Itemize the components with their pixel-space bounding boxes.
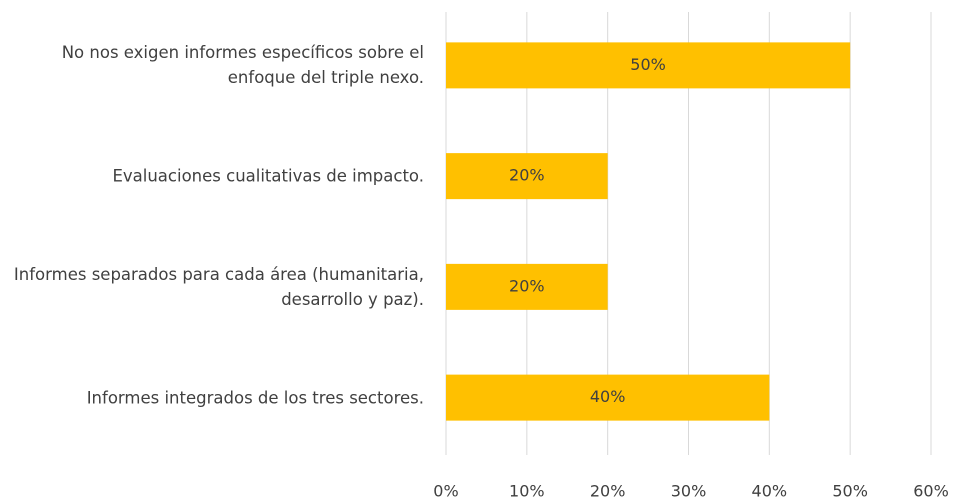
bar: [446, 263, 608, 310]
category-label: Evaluaciones cualitativas de impacto.: [112, 166, 424, 186]
x-tick-label: 50%: [832, 482, 868, 501]
x-tick-label: 40%: [752, 482, 788, 501]
data-label: 40%: [590, 387, 626, 406]
x-tick-label: 0%: [433, 482, 458, 501]
data-label: 50%: [630, 55, 666, 74]
x-tick-label: 20%: [590, 482, 626, 501]
category-label: No nos exigen informes específicos sobre…: [61, 43, 424, 88]
data-label: 20%: [509, 166, 545, 185]
category-label: Informes separados para cada área (human…: [13, 264, 424, 309]
x-tick-label: 60%: [913, 482, 949, 501]
bar: [446, 153, 608, 200]
data-label: 20%: [509, 276, 545, 295]
x-tick-label: 30%: [671, 482, 707, 501]
bar: [446, 374, 770, 421]
bar: [446, 42, 851, 89]
x-tick-label: 10%: [509, 482, 545, 501]
category-label: Informes integrados de los tres sectores…: [86, 388, 424, 408]
